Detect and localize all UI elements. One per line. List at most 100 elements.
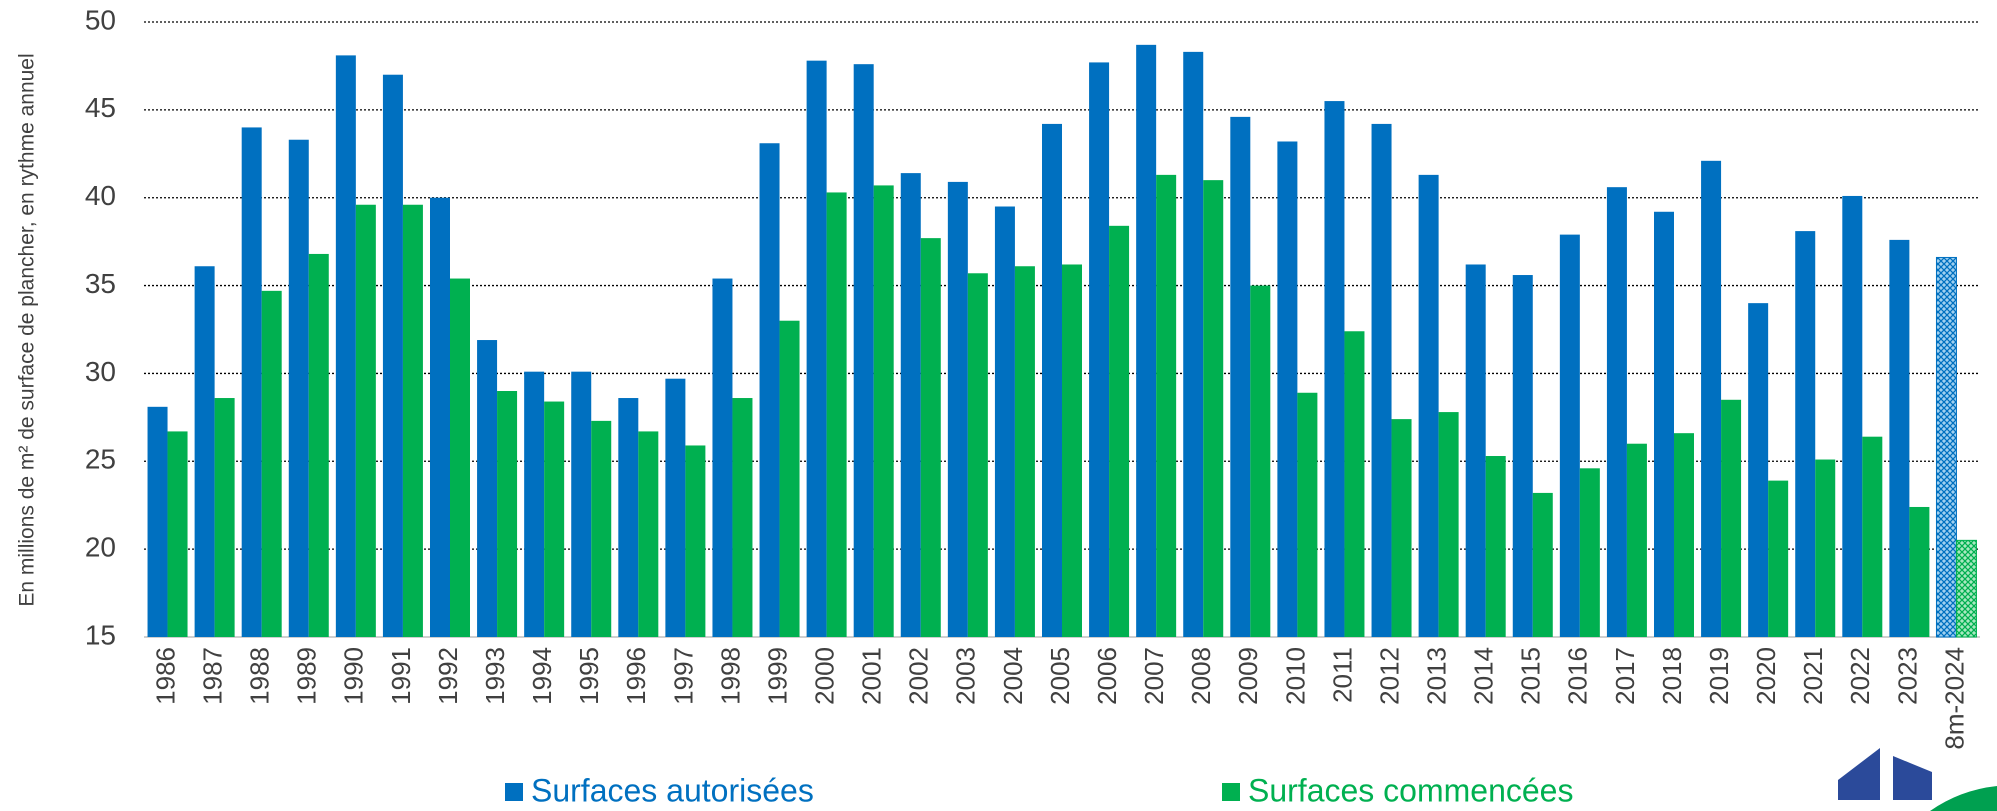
x-tick-label: 2021 <box>1798 647 1828 705</box>
bar <box>1748 303 1769 637</box>
x-tick-label: 2007 <box>1139 647 1169 705</box>
x-tick-label: 1990 <box>339 647 369 705</box>
x-tick-label: 2014 <box>1469 647 1499 705</box>
bar <box>450 278 470 637</box>
bar <box>685 445 706 637</box>
x-tick-label: 2015 <box>1516 647 1546 705</box>
bar <box>1062 264 1082 637</box>
bar <box>1391 419 1412 637</box>
bar <box>430 197 450 637</box>
bar <box>618 398 639 637</box>
y-tick-label: 15 <box>85 619 116 650</box>
bar <box>1512 275 1533 637</box>
y-tick-label: 20 <box>85 532 116 563</box>
x-tick-label: 2005 <box>1045 647 1075 705</box>
bar <box>382 74 403 637</box>
bar <box>732 398 753 637</box>
x-tick-label: 1995 <box>574 647 604 705</box>
x-tick-label: 1987 <box>197 647 227 705</box>
bar <box>1465 264 1486 637</box>
bar <box>712 278 733 637</box>
x-tick-label: 8m-2024 <box>1939 647 1969 750</box>
bar <box>147 406 168 637</box>
x-tick-label: 2018 <box>1657 647 1687 705</box>
x-tick-label: 2001 <box>857 647 887 705</box>
bar <box>900 173 921 637</box>
bar <box>1768 480 1789 637</box>
x-tick-label: 2008 <box>1186 647 1216 705</box>
bar <box>477 340 498 637</box>
bar <box>1955 539 1977 638</box>
bar <box>1042 123 1062 637</box>
y-axis-label: En millions de m² de surface de plancher… <box>16 53 39 606</box>
bar <box>402 204 423 637</box>
bar <box>1721 399 1742 637</box>
x-tick-label: 2010 <box>1280 647 1310 705</box>
bar <box>1701 160 1722 638</box>
bar <box>308 253 329 637</box>
bar <box>826 192 847 637</box>
bar <box>1297 392 1318 637</box>
bar <box>947 181 968 637</box>
bar <box>779 320 800 637</box>
bar <box>1438 412 1459 637</box>
x-tick-label: 2023 <box>1892 647 1922 705</box>
bar <box>355 204 376 637</box>
bar <box>1014 266 1035 637</box>
bar <box>638 431 659 637</box>
y-tick-label: 25 <box>85 444 116 475</box>
bar <box>1532 492 1553 637</box>
x-tick-label: 2022 <box>1845 647 1875 705</box>
bar <box>591 420 612 637</box>
bar <box>994 206 1015 637</box>
y-tick-label: 40 <box>85 180 116 211</box>
bar <box>1089 62 1110 637</box>
x-tick-label: 2000 <box>809 647 839 705</box>
bar <box>1136 44 1157 638</box>
x-tick-label: 2017 <box>1610 647 1640 705</box>
x-tick-label: 1997 <box>668 647 698 705</box>
y-tick-label: 35 <box>85 268 116 299</box>
logo <box>1838 748 1997 811</box>
bar <box>1371 123 1392 637</box>
bar <box>1862 436 1883 637</box>
bar <box>571 371 592 637</box>
x-tick-label: 2006 <box>1092 647 1122 705</box>
x-tick-label: 2004 <box>998 647 1028 705</box>
bar <box>1909 506 1930 637</box>
bar <box>853 64 874 637</box>
x-tick-label: 2011 <box>1327 647 1357 703</box>
bar <box>1109 225 1130 638</box>
bar <box>241 127 262 637</box>
legend-label: Surfaces autorisées <box>531 772 814 808</box>
legend-label: Surfaces commencées <box>1248 772 1573 808</box>
x-tick-label: 2016 <box>1563 647 1593 705</box>
bar <box>497 391 518 637</box>
bar <box>288 139 309 637</box>
x-tick-label: 1992 <box>433 647 463 705</box>
bar <box>1889 239 1910 637</box>
x-tick-label: 1988 <box>245 647 275 705</box>
bar <box>1230 116 1251 637</box>
bar <box>665 378 686 637</box>
bar <box>1935 256 1957 638</box>
bar <box>335 55 356 637</box>
y-tick-label: 30 <box>85 356 116 387</box>
x-tick-label: 2020 <box>1751 647 1781 705</box>
bar <box>1559 234 1580 637</box>
bar <box>967 273 988 637</box>
bar <box>1815 459 1836 637</box>
bar <box>544 401 565 637</box>
bar <box>1606 187 1627 637</box>
x-tick-label: 1996 <box>621 647 651 705</box>
x-tick-label: 1998 <box>715 647 745 705</box>
bar <box>261 290 282 637</box>
x-tick-label: 1994 <box>527 647 557 705</box>
bar <box>873 185 894 637</box>
bar <box>1579 468 1600 637</box>
bar <box>1156 174 1177 637</box>
legend-swatch <box>1222 783 1240 801</box>
legend-swatch <box>505 783 523 801</box>
bar <box>214 398 235 637</box>
bar <box>1842 195 1863 637</box>
